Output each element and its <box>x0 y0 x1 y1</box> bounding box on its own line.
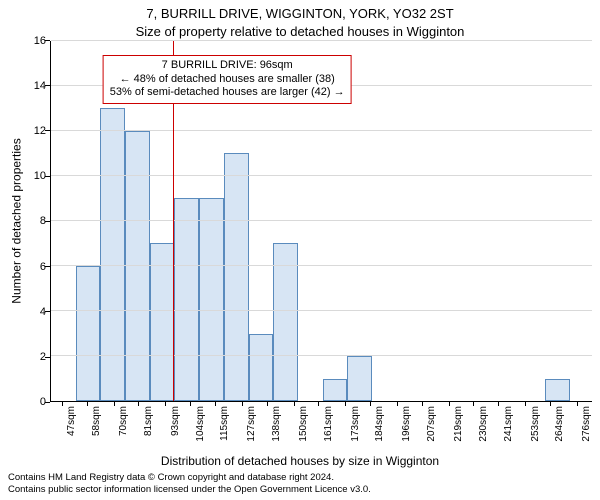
xtick-label: 93sqm <box>170 406 181 436</box>
grid-line <box>51 220 592 221</box>
plot-row: Number of detached properties 0246810121… <box>8 41 592 403</box>
xtick-mark <box>473 401 474 406</box>
xtick-label: 184sqm <box>374 406 385 442</box>
xtick-mark <box>165 401 166 406</box>
attribution-line2: Contains public sector information licen… <box>8 484 592 496</box>
title-line1: 7, BURRILL DRIVE, WIGGINTON, YORK, YO32 … <box>8 6 592 22</box>
xtick-label: 47sqm <box>66 406 77 436</box>
xtick-label: 196sqm <box>401 406 412 442</box>
xtick-mark <box>525 401 526 406</box>
xtick-mark <box>190 401 191 406</box>
histogram-bar <box>224 153 249 401</box>
xtick-label: 127sqm <box>246 406 257 442</box>
grid-line <box>51 40 592 41</box>
xtick-mark <box>215 401 216 406</box>
annotation-line: 7 BURRILL DRIVE: 96sqm <box>110 59 345 73</box>
xtick-label: 264sqm <box>554 406 565 442</box>
grid-line <box>51 130 592 131</box>
grid-line <box>51 265 592 266</box>
xtick-label: 81sqm <box>143 406 154 436</box>
xtick-label: 230sqm <box>478 406 489 442</box>
histogram-bar <box>76 266 101 401</box>
histogram-bar <box>125 131 150 402</box>
xtick-label: 207sqm <box>426 406 437 442</box>
xticks-row: 47sqm 58sqm 70sqm 81sqm 93sqm 104sqm 115sqm 127… <box>8 402 592 452</box>
xtick-label: 150sqm <box>298 406 309 442</box>
grid-line <box>51 175 592 176</box>
xtick-mark <box>318 401 319 406</box>
plot-area: 7 BURRILL DRIVE: 96sqm← 48% of detached … <box>50 41 592 403</box>
histogram-bar <box>100 108 125 401</box>
yticks-col: 0246810121416 <box>26 41 50 403</box>
xtick-label: 104sqm <box>195 406 206 442</box>
titles: 7, BURRILL DRIVE, WIGGINTON, YORK, YO32 … <box>8 6 592 41</box>
xtick-mark <box>422 401 423 406</box>
ylabel: Number of detached properties <box>10 139 24 304</box>
chart-container: 7, BURRILL DRIVE, WIGGINTON, YORK, YO32 … <box>0 0 600 500</box>
annotation-line: ← 48% of detached houses are smaller (38… <box>110 73 345 87</box>
xtick-label: 219sqm <box>453 406 464 442</box>
title-line2: Size of property relative to detached ho… <box>8 24 592 40</box>
xtick-label: 70sqm <box>118 406 129 436</box>
xtick-mark <box>242 401 243 406</box>
xtick-label: 138sqm <box>271 406 282 442</box>
xtick-label: 276sqm <box>581 406 592 442</box>
xlabel: Distribution of detached houses by size … <box>8 454 592 468</box>
xtick-mark <box>498 401 499 406</box>
left-spacer <box>8 402 50 452</box>
histogram-bar <box>199 198 224 401</box>
xtick-mark <box>62 401 63 406</box>
xtick-mark <box>577 401 578 406</box>
xtick-mark <box>345 401 346 406</box>
histogram-bar <box>249 334 274 402</box>
xtick-mark <box>114 401 115 406</box>
xtick-mark <box>449 401 450 406</box>
histogram-bar <box>273 243 298 401</box>
xtick-label: 241sqm <box>503 406 514 442</box>
histogram-bar <box>174 198 199 401</box>
annotation-line: 53% of semi-detached houses are larger (… <box>110 86 345 100</box>
histogram-bar <box>323 379 348 402</box>
histogram-bar <box>545 379 570 402</box>
grid-line <box>51 355 592 356</box>
attribution-line1: Contains HM Land Registry data © Crown c… <box>8 472 592 484</box>
xticks-area: 47sqm 58sqm 70sqm 81sqm 93sqm 104sqm 115sqm 127… <box>50 402 592 452</box>
histogram-bar <box>347 356 372 401</box>
xtick-label: 253sqm <box>530 406 541 442</box>
annotation-box: 7 BURRILL DRIVE: 96sqm← 48% of detached … <box>103 55 352 104</box>
xtick-label: 173sqm <box>350 406 361 442</box>
histogram-bar <box>150 243 175 401</box>
xtick-label: 161sqm <box>323 406 334 442</box>
xtick-label: 115sqm <box>219 406 230 441</box>
attribution: Contains HM Land Registry data © Crown c… <box>8 472 592 496</box>
xtick-mark <box>370 401 371 406</box>
ylabel-col: Number of detached properties <box>8 41 26 403</box>
xtick-mark <box>87 401 88 406</box>
xtick-label: 58sqm <box>91 406 102 436</box>
xtick-mark <box>294 401 295 406</box>
grid-line <box>51 310 592 311</box>
xtick-mark <box>550 401 551 406</box>
xtick-mark <box>397 401 398 406</box>
xtick-mark <box>267 401 268 406</box>
xtick-mark <box>138 401 139 406</box>
